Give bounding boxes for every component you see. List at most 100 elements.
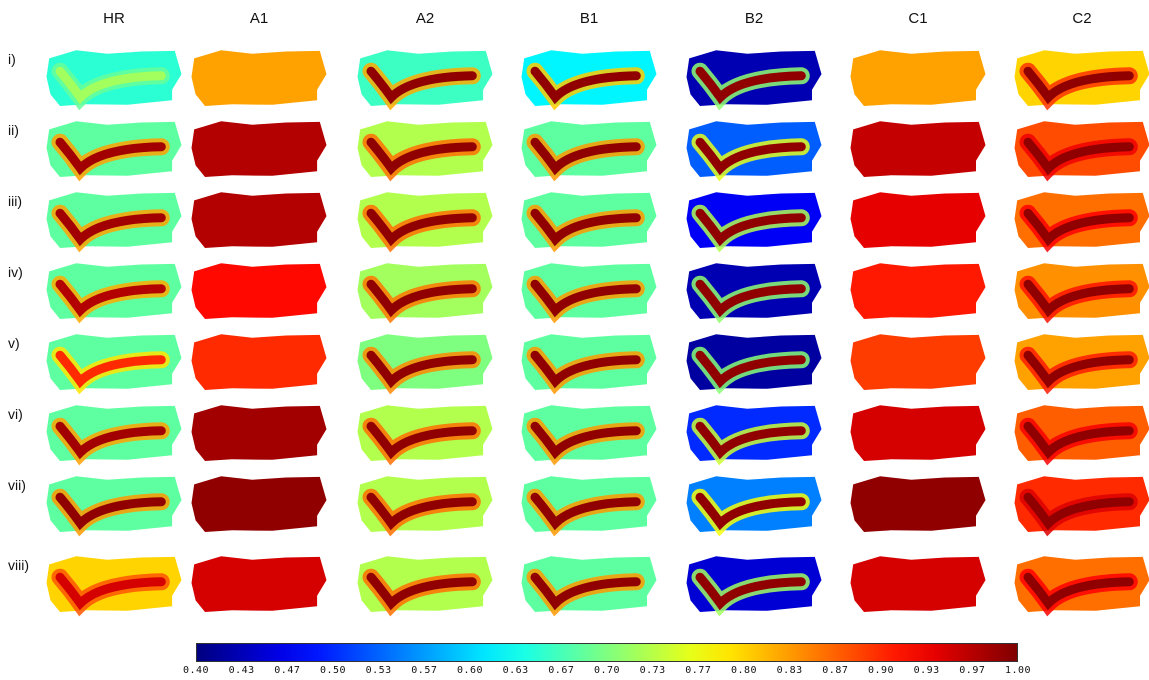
panel-c2-2 xyxy=(1014,121,1149,182)
panel-foreground-band xyxy=(530,66,641,105)
colorbar-tick-label: 0.60 xyxy=(456,665,484,676)
panel-c1-8 xyxy=(850,556,986,612)
panel-foreground-band xyxy=(530,421,641,460)
panel-b2-2 xyxy=(686,121,822,182)
panel-foreground-band xyxy=(1023,279,1134,318)
column-label-a1: A1 xyxy=(249,10,269,27)
panel-a2-2 xyxy=(357,121,493,182)
panel-foreground-band xyxy=(695,137,806,176)
panel-c2-6 xyxy=(1014,405,1149,466)
row-label-5: v) xyxy=(8,335,20,351)
colorbar-tick-label: 0.47 xyxy=(274,665,301,676)
panel-b2-6 xyxy=(686,405,822,466)
panel-c1-1 xyxy=(850,50,986,106)
row-label-6: vi) xyxy=(8,406,23,422)
panel-foreground-band xyxy=(55,279,166,318)
panel-background-region xyxy=(850,405,986,461)
panel-b1-2 xyxy=(521,121,657,182)
panel-b1-6 xyxy=(521,405,657,466)
panel-c2-4 xyxy=(1014,263,1149,324)
panel-b1-3 xyxy=(521,192,657,253)
colorbar-tick-label: 0.70 xyxy=(593,665,621,676)
colorbar-tick-label: 0.67 xyxy=(548,665,575,676)
colorbar-tick-label: 0.80 xyxy=(730,665,758,676)
column-label-a2: A2 xyxy=(415,10,435,27)
panel-background-region xyxy=(850,50,986,106)
panel-foreground-band xyxy=(695,279,806,318)
panel-foreground-band xyxy=(695,350,806,389)
colorbar xyxy=(196,643,1018,662)
panel-b1-4 xyxy=(521,263,657,324)
panel-a1-5 xyxy=(191,334,327,390)
panel-foreground-band xyxy=(695,572,806,611)
colorbar-tick-label: 0.73 xyxy=(639,665,666,676)
column-label-c1: C1 xyxy=(908,10,928,27)
panel-b2-8 xyxy=(686,556,822,617)
panel-background-region xyxy=(850,121,986,177)
panel-foreground-band xyxy=(55,137,166,176)
panel-c2-5 xyxy=(1014,334,1149,395)
panel-background-region xyxy=(850,192,986,248)
panel-foreground-band xyxy=(1023,572,1134,611)
panel-c2-3 xyxy=(1014,192,1149,253)
panel-foreground-band xyxy=(366,208,477,247)
panel-c1-7 xyxy=(850,476,986,532)
panel-b1-8 xyxy=(521,556,657,617)
colorbar-tick-label: 0.77 xyxy=(685,665,712,676)
panel-foreground-band xyxy=(695,421,806,460)
panel-a1-3 xyxy=(191,192,327,248)
panel-c1-6 xyxy=(850,405,986,461)
panel-background-region xyxy=(850,334,986,390)
panel-b1-1 xyxy=(521,50,657,111)
panel-c1-2 xyxy=(850,121,986,177)
panel-background-region xyxy=(191,50,327,106)
colorbar-tick-label: 0.57 xyxy=(411,665,438,676)
panel-foreground-band xyxy=(55,350,166,389)
panel-background-region xyxy=(850,476,986,532)
panel-c2-7 xyxy=(1014,476,1149,537)
panel-foreground-band xyxy=(695,208,806,247)
panel-foreground-band xyxy=(55,66,166,105)
panel-foreground-band xyxy=(1023,137,1134,176)
panel-hr-1 xyxy=(46,50,182,111)
row-label-2: ii) xyxy=(8,122,19,138)
panel-a1-7 xyxy=(191,476,327,532)
panel-background-region xyxy=(850,263,986,319)
panel-foreground-band xyxy=(530,279,641,318)
panel-hr-4 xyxy=(46,263,182,324)
row-label-7: vii) xyxy=(8,477,26,493)
panel-c1-4 xyxy=(850,263,986,319)
panel-background-region xyxy=(191,121,327,177)
panel-background-region xyxy=(191,556,327,612)
panel-background-region xyxy=(191,263,327,319)
row-label-8: viii) xyxy=(8,557,29,573)
panel-hr-7 xyxy=(46,476,182,537)
panel-b1-5 xyxy=(521,334,657,395)
panel-foreground-band xyxy=(1023,492,1134,531)
panel-c1-5 xyxy=(850,334,986,390)
panel-c2-1 xyxy=(1014,50,1149,111)
column-label-c2: C2 xyxy=(1072,10,1092,27)
panel-foreground-band xyxy=(695,492,806,531)
panel-foreground-band xyxy=(1023,66,1134,105)
colorbar-tick-label: 1.00 xyxy=(1004,665,1032,676)
column-label-b1: B1 xyxy=(579,10,599,27)
colorbar-tick-label: 0.53 xyxy=(365,665,392,676)
panel-b2-1 xyxy=(686,50,822,111)
panel-c1-3 xyxy=(850,192,986,248)
colorbar-tick-labels: 0.40 0.43 0.47 0.50 0.53 0.57 0.60 0.63 0.67 0.70… xyxy=(183,665,1032,679)
panel-foreground-band xyxy=(55,421,166,460)
panel-a2-8 xyxy=(357,556,493,617)
panel-hr-6 xyxy=(46,405,182,466)
colorbar-tick-label: 0.63 xyxy=(502,665,529,676)
panel-foreground-band xyxy=(366,572,477,611)
panel-foreground-band xyxy=(695,66,806,105)
colorbar-tick-label: 0.40 xyxy=(182,665,210,676)
panel-a2-1 xyxy=(357,50,493,111)
panel-hr-2 xyxy=(46,121,182,182)
row-label-1: i) xyxy=(8,51,16,67)
panel-b2-4 xyxy=(686,263,822,324)
column-label-b2: B2 xyxy=(744,10,764,27)
panel-foreground-band xyxy=(366,350,477,389)
